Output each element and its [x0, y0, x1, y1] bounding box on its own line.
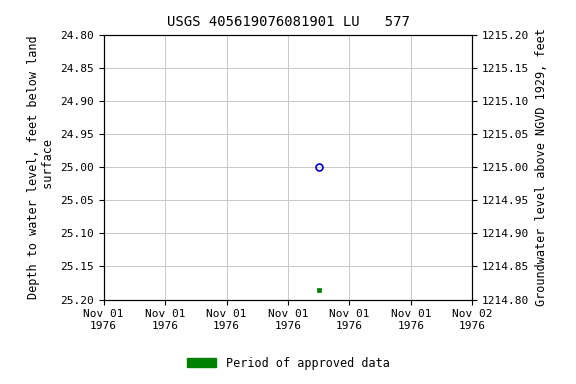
Y-axis label: Depth to water level, feet below land
 surface: Depth to water level, feet below land su…: [26, 35, 55, 299]
Legend: Period of approved data: Period of approved data: [182, 352, 394, 374]
Y-axis label: Groundwater level above NGVD 1929, feet: Groundwater level above NGVD 1929, feet: [535, 28, 548, 306]
Title: USGS 405619076081901 LU   577: USGS 405619076081901 LU 577: [166, 15, 410, 29]
